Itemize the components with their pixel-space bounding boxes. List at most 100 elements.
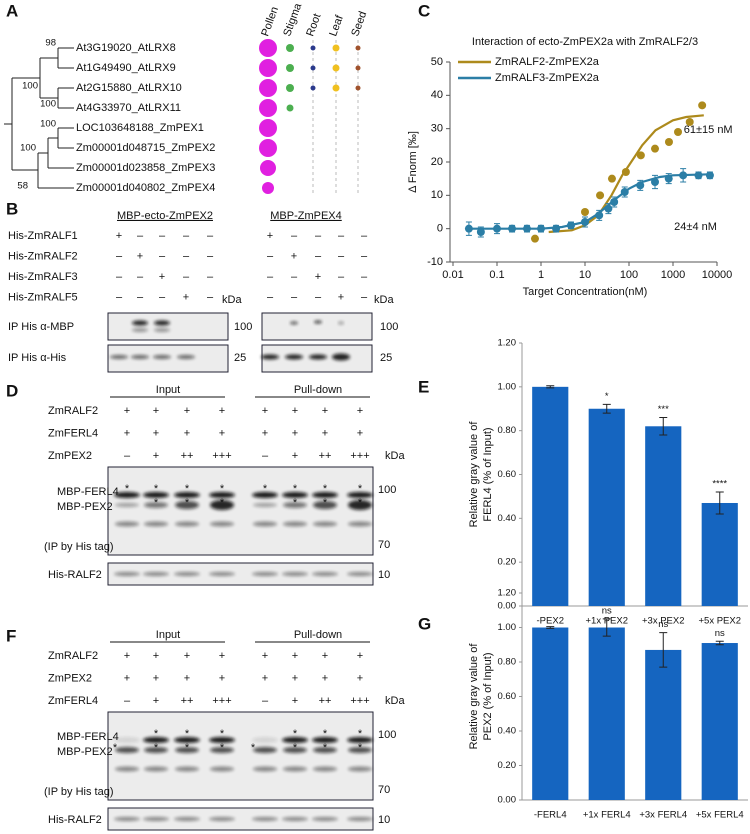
panel-label: G [418, 614, 431, 633]
data-point [537, 224, 545, 233]
significance: *** [658, 404, 669, 415]
data-point [679, 171, 688, 180]
x-tick-label: 1 [538, 269, 544, 281]
bootstrap-value: 58 [17, 181, 28, 192]
x-tick-label: +5x PEX2 [698, 616, 741, 627]
expression-dot [310, 65, 316, 71]
error-bar [659, 417, 668, 436]
error-bar [602, 403, 611, 414]
significance: ns [602, 605, 612, 616]
band-asterisk: * [185, 483, 190, 495]
y-tick-label: 0.60 [498, 691, 517, 702]
bootstrap-value: 98 [45, 38, 56, 49]
sign: – [116, 291, 123, 303]
sign: + [338, 291, 344, 303]
mw-marker: 100 [378, 484, 396, 496]
blot-band [348, 521, 372, 527]
blot-band [313, 521, 337, 527]
sign: + [262, 650, 268, 662]
data-point [522, 224, 531, 233]
blot-band [175, 747, 199, 753]
y-tick-label: 0.00 [498, 795, 517, 806]
band-label: MBP-PEX2 [57, 501, 113, 513]
y-axis-label: Δ Fnorm [‰] [407, 131, 419, 193]
blot-band [261, 354, 279, 360]
sign: – [159, 250, 166, 262]
panel-label: C [418, 1, 430, 20]
sign: ++ [181, 695, 194, 707]
y-tick-label: 0 [437, 223, 443, 235]
error-bar [546, 626, 555, 629]
expression-dot [310, 85, 316, 91]
data-point [508, 224, 517, 233]
tissue-header: Seed [349, 10, 369, 38]
sign: – [116, 271, 123, 283]
bar [645, 426, 682, 606]
mw-marker: 10 [378, 814, 390, 826]
blot-band [114, 817, 140, 821]
sign: – [116, 250, 123, 262]
band-asterisk: * [154, 483, 159, 495]
sign: – [262, 450, 269, 462]
sign: + [267, 230, 273, 242]
blot-band [210, 521, 234, 527]
sign: +++ [350, 450, 369, 462]
band-asterisk: * [185, 497, 190, 509]
blot-band [348, 766, 372, 772]
blot-band [143, 492, 169, 498]
y-axis-label: Relative gray value of [468, 643, 480, 750]
data-point [636, 181, 645, 190]
sign: + [292, 672, 298, 684]
panel-label: A [6, 1, 18, 20]
band-asterisk: * [154, 497, 159, 509]
sign: +++ [350, 695, 369, 707]
sign: – [262, 695, 269, 707]
bar [701, 643, 738, 800]
mw-marker: 100 [378, 729, 396, 741]
group-header: MBP-ZmPEX4 [270, 210, 342, 222]
expression-dot [286, 104, 294, 112]
y-tick-label: 20 [431, 156, 443, 168]
band-asterisk: * [154, 742, 159, 754]
blot-band [115, 747, 139, 753]
tissue-header: Leaf [327, 13, 346, 38]
sign: + [315, 271, 321, 283]
tissue-header: Stigma [281, 1, 304, 38]
blot-band [174, 817, 200, 821]
kda-label: kDa [222, 294, 242, 306]
y-axis-label: PEX2 (% of Input) [482, 652, 494, 740]
band-asterisk: * [323, 483, 328, 495]
gene-label: Zm00001d048715_ZmPEX2 [76, 142, 215, 154]
row-label: His-ZmRALF5 [8, 291, 78, 303]
blot-band [285, 354, 303, 360]
y-tick-label: 30 [431, 123, 443, 135]
row-label: ZmPEX2 [48, 450, 92, 462]
blot-band [347, 817, 373, 821]
sign: + [262, 427, 268, 439]
band-label: MBP-PEX2 [57, 746, 113, 758]
error-bar [602, 618, 611, 637]
blot-band [282, 737, 308, 743]
blot-band [312, 572, 338, 576]
y-tick-label: -10 [427, 256, 443, 268]
blot [107, 466, 374, 556]
row-label: ZmRALF2 [48, 405, 98, 417]
blot-band [131, 355, 149, 359]
blot-band [253, 521, 277, 527]
sign: + [292, 405, 298, 417]
band-asterisk: * [220, 742, 225, 754]
significance: ns [715, 628, 725, 639]
blot-band [174, 737, 200, 743]
expression-dot [259, 99, 277, 117]
mw-marker: 25 [380, 352, 392, 364]
sign: – [315, 230, 322, 242]
expression-dot [332, 64, 340, 72]
sign: + [124, 672, 130, 684]
y-tick-label: 0.80 [498, 425, 517, 436]
sign: – [183, 271, 190, 283]
sign: + [124, 650, 130, 662]
x-tick-label: -PEX2 [537, 616, 564, 627]
blot-band [253, 766, 277, 772]
sign: + [153, 650, 159, 662]
sign: + [184, 650, 190, 662]
